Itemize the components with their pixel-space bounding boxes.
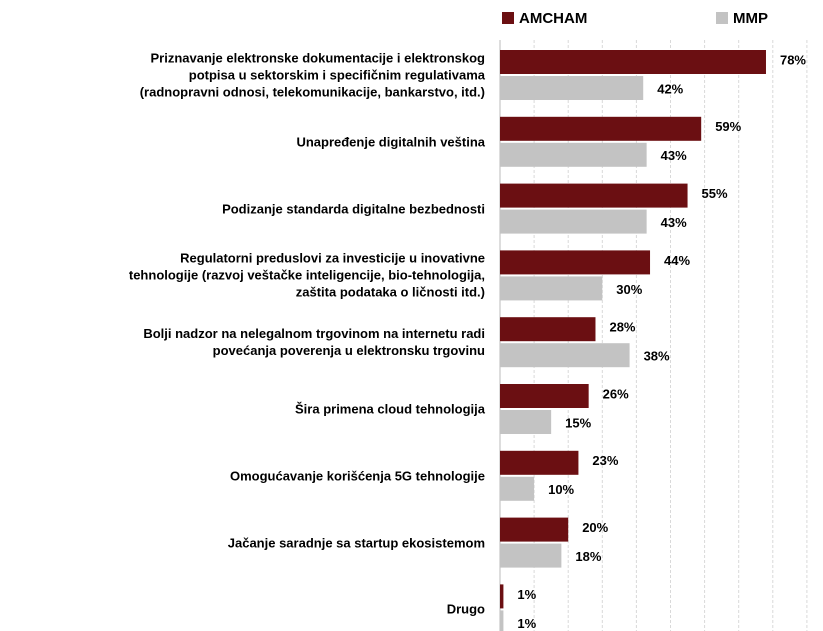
bar — [500, 209, 647, 234]
value-label: 43% — [661, 215, 687, 230]
bar — [500, 517, 569, 542]
bar — [500, 116, 702, 141]
bar — [500, 543, 562, 568]
bar — [500, 343, 630, 368]
category-label: Drugo — [446, 601, 485, 617]
bar — [500, 250, 651, 275]
bar — [500, 183, 688, 208]
bar — [500, 50, 766, 74]
value-label: 59% — [715, 119, 741, 134]
bar — [500, 142, 647, 167]
value-label: 23% — [592, 453, 618, 468]
legend-swatch — [502, 12, 514, 24]
bar — [500, 76, 644, 100]
legend-swatch — [716, 12, 728, 24]
bar — [500, 276, 603, 301]
bar — [500, 384, 589, 408]
category-label: Podizanje standarda digitalne bezbednost… — [222, 201, 485, 217]
bar — [500, 610, 504, 631]
category-label: Šira primena cloud tehnologija — [295, 401, 485, 417]
value-label: 28% — [609, 320, 635, 335]
category-label: Jačanje saradnje sa startup ekosistemom — [227, 535, 485, 551]
legend-label: AMCHAM — [519, 10, 587, 27]
bar — [500, 584, 504, 609]
bar — [500, 450, 579, 475]
value-label: 38% — [644, 349, 670, 364]
category-label: Omogućavanje korišćenja 5G tehnologije — [229, 468, 485, 484]
value-label: 1% — [517, 616, 536, 631]
category-label: Priznavanje elektronske dokumentacije i … — [139, 50, 485, 100]
bar — [500, 476, 535, 501]
value-label: 20% — [582, 520, 608, 535]
value-label: 55% — [702, 186, 728, 201]
value-label: 18% — [575, 549, 601, 564]
bar — [500, 317, 596, 342]
value-label: 43% — [661, 148, 687, 163]
value-label: 1% — [517, 587, 536, 602]
category-label: Regulatorni preduslovi za investicije u … — [128, 250, 485, 300]
value-label: 15% — [565, 415, 591, 430]
value-label: 10% — [548, 482, 574, 497]
value-label: 78% — [780, 52, 806, 67]
value-label: 42% — [657, 81, 683, 96]
value-label: 26% — [603, 386, 629, 401]
category-label: Bolji nadzor na nelegalnom trgovinom na … — [143, 326, 485, 359]
legend-label: MMP — [733, 10, 768, 27]
bar — [500, 410, 552, 434]
value-label: 30% — [616, 282, 642, 297]
category-label: Unapređenje digitalnih veština — [296, 134, 485, 150]
value-label: 44% — [664, 253, 690, 268]
